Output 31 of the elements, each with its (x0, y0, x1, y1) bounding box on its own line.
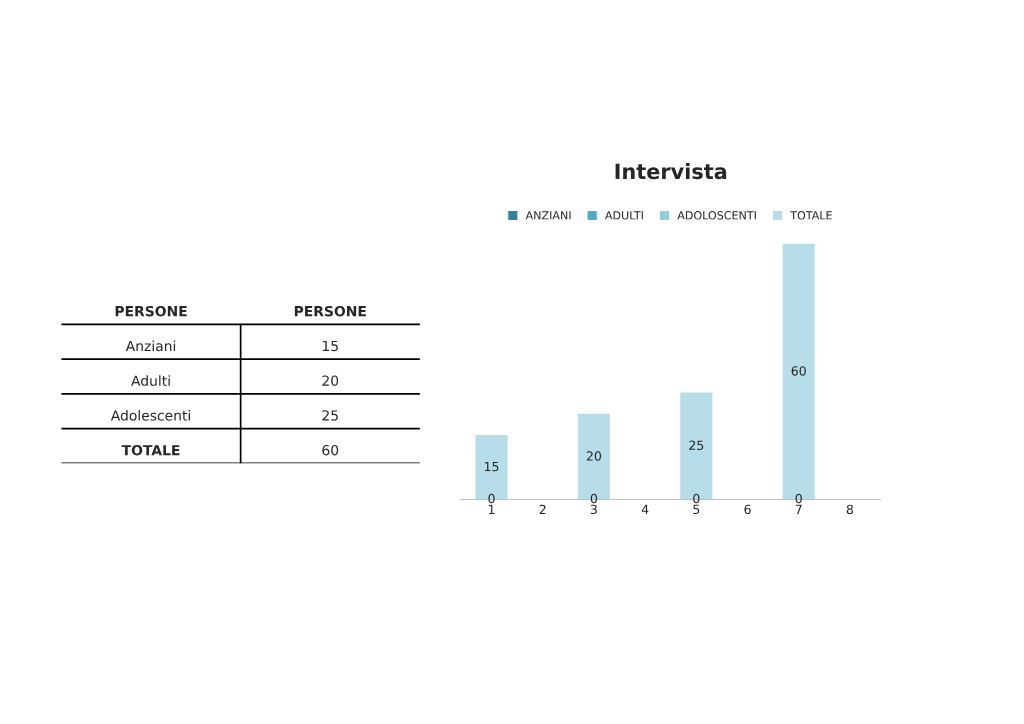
data-label: 0 (488, 493, 495, 504)
x-tick-label: 3 (590, 504, 597, 515)
text: Anziani (125, 340, 176, 352)
x-tick-label: 8 (846, 504, 854, 515)
data-label: 60 (791, 366, 806, 376)
legend-label: ANZIANI (525, 211, 571, 220)
text: PERSONE (294, 305, 366, 317)
x-tick-label: 1 (488, 504, 495, 514)
x-tick-label: 7 (795, 504, 802, 514)
legend-label: ADULTI (605, 211, 643, 220)
x-tick-label: 2 (539, 504, 546, 514)
text: 25 (322, 410, 338, 421)
x-tick-label: 6 (744, 504, 751, 515)
data-label: 0 (693, 493, 700, 504)
text: Adulti (131, 375, 170, 386)
text: 60 (322, 444, 339, 456)
data-label: 15 (484, 462, 499, 472)
x-tick-label: 5 (693, 504, 700, 515)
data-label: 0 (795, 493, 802, 504)
legend-label: ADOLOSCENTI (677, 211, 756, 220)
text: 20 (322, 375, 339, 386)
text: PERSONE (115, 305, 187, 317)
chart-title: Intervista (615, 163, 727, 180)
data-label: 25 (689, 440, 704, 451)
x-tick-label: 4 (641, 504, 649, 514)
data-label: 0 (590, 493, 598, 504)
data-label: 20 (586, 451, 602, 461)
text: Adolescenti (110, 409, 190, 421)
text: 15 (322, 340, 338, 352)
text: TOTALE (121, 444, 180, 456)
legend-label: TOTALE (790, 211, 832, 220)
